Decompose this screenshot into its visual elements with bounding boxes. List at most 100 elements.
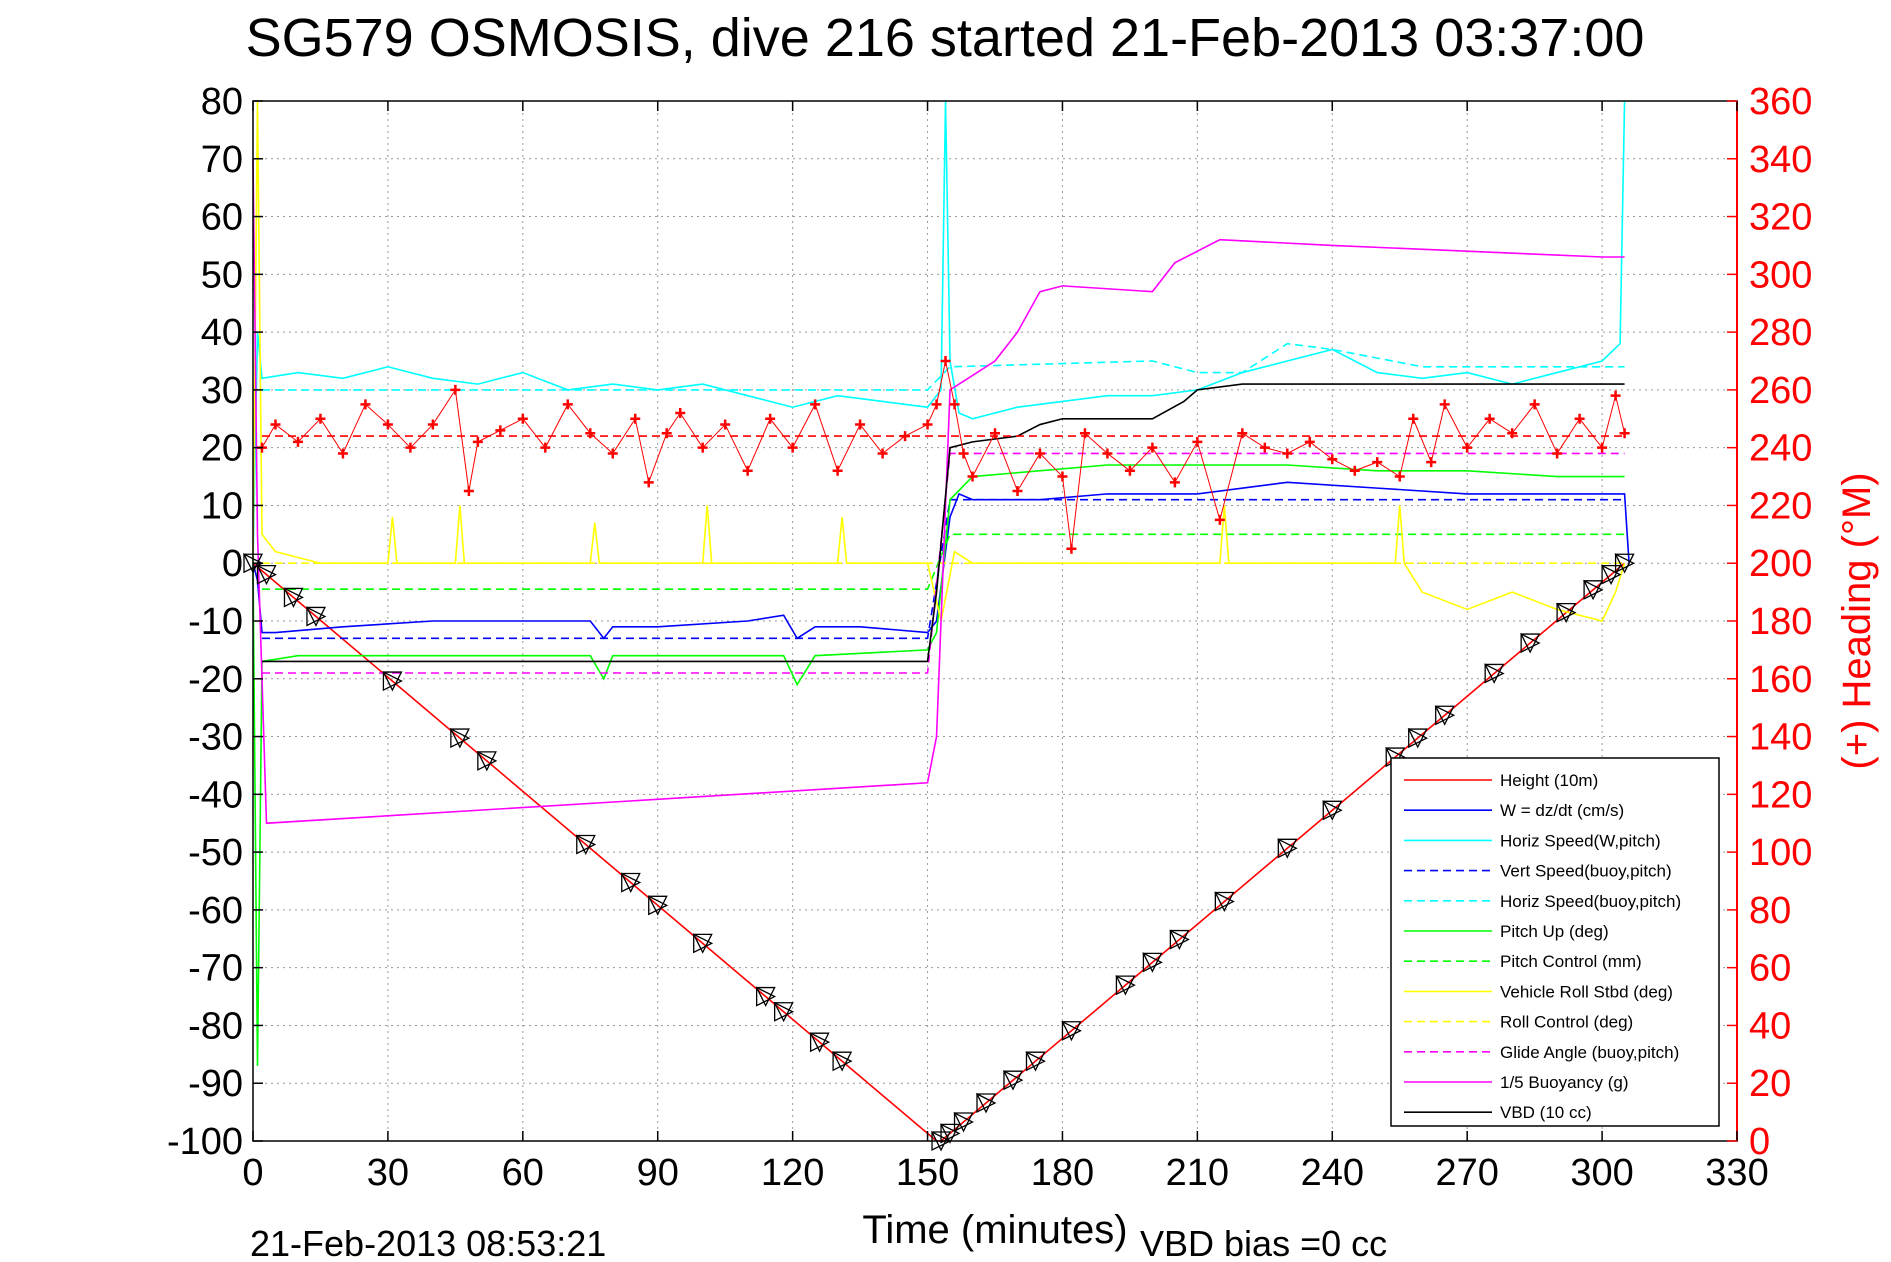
heading-point <box>931 399 942 410</box>
legend-label: Height (10m) <box>1500 771 1598 790</box>
legend-label: 1/5 Buoyancy (g) <box>1500 1073 1629 1092</box>
depth-marker <box>1408 728 1429 749</box>
right-tick-label: 360 <box>1749 81 1812 123</box>
depth-marker <box>953 1111 974 1133</box>
depth-marker <box>1583 580 1604 601</box>
depth-marker <box>621 872 642 893</box>
legend: Height (10m) W = dz/dt (cm/s) Horiz Speed(… <box>1390 757 1720 1127</box>
series-4-line <box>261 342 1625 391</box>
depth-marker <box>1484 663 1505 684</box>
heading-point <box>607 448 618 459</box>
depth-marker <box>283 587 304 608</box>
depth-marker <box>939 1123 961 1144</box>
depth-marker <box>449 728 470 749</box>
depth-marker <box>976 1092 997 1114</box>
series-1-line <box>252 481 1630 640</box>
heading-point <box>1259 442 1270 453</box>
heading-point <box>495 425 506 436</box>
heading-point <box>427 419 438 430</box>
depth-marker <box>940 1123 961 1144</box>
depth-marker <box>382 671 403 692</box>
heading-point <box>1394 471 1405 482</box>
x-axis-label: Time (minutes) <box>862 1208 1127 1252</box>
heading-point <box>940 356 951 366</box>
x-tick-label: 90 <box>637 1152 679 1194</box>
depth-marker <box>382 671 403 692</box>
x-tick-label: 270 <box>1435 1152 1498 1194</box>
depth-marker <box>283 587 304 608</box>
x-tick-label: 30 <box>367 1152 409 1194</box>
y-tick-label: -40 <box>188 774 243 816</box>
heading-point <box>855 419 866 430</box>
legend-label: Horiz Speed(buoy,pitch) <box>1500 892 1681 911</box>
right-tick-label: 180 <box>1749 601 1812 643</box>
depth-marker <box>620 872 641 893</box>
x-tick-label: 180 <box>1031 1152 1094 1194</box>
heading-point <box>742 465 753 476</box>
depth-marker <box>1407 728 1428 749</box>
depth-marker <box>256 564 277 586</box>
series-5-line <box>252 464 1625 1066</box>
heading-point <box>450 384 461 395</box>
right-axis-ticks: 3603403203002802602402202001801601401201… <box>1727 81 1812 1163</box>
depth-marker <box>1322 800 1343 821</box>
x-tick-label: 240 <box>1301 1152 1364 1194</box>
right-tick-label: 60 <box>1749 948 1791 990</box>
heading-point <box>922 419 933 430</box>
heading-point <box>949 399 960 410</box>
heading-point <box>1304 436 1315 447</box>
heading-point <box>1124 465 1135 476</box>
y-tick-label: -10 <box>188 601 243 643</box>
y-tick-label: 40 <box>201 312 243 354</box>
heading-point <box>1552 448 1563 459</box>
y-tick-label: 80 <box>201 81 243 123</box>
depth-marker <box>1025 1051 1046 1072</box>
y-tick-label: -20 <box>188 659 243 701</box>
heading-point <box>1102 448 1113 459</box>
heading-point <box>1282 448 1293 459</box>
legend-label: VBD (10 cc) <box>1500 1103 1592 1122</box>
y-tick-label: -70 <box>188 948 243 990</box>
heading-point <box>1426 457 1437 468</box>
depth-marker <box>576 834 597 855</box>
x-axis-ticks: 0 30 60 90 120 150 180 210 240 270 300 330 <box>242 101 1769 1194</box>
heading-point <box>1597 442 1608 453</box>
heading-point <box>472 436 483 447</box>
depth-marker <box>692 933 713 954</box>
heading-point <box>967 471 978 482</box>
y-tick-label: 50 <box>201 254 243 296</box>
heading-point <box>1012 486 1023 496</box>
heading-point <box>1057 471 1068 482</box>
depth-marker <box>1434 705 1455 726</box>
x-tick-label: 150 <box>896 1152 959 1194</box>
legend-label: Vehicle Roll Stbd (deg) <box>1500 982 1673 1001</box>
y-tick-label: 60 <box>201 197 243 239</box>
heading-point <box>463 486 474 496</box>
heading-point <box>877 448 888 459</box>
depth-marker <box>1614 553 1635 574</box>
heading-point <box>562 399 573 410</box>
legend-label: W = dz/dt (cm/s) <box>1500 801 1624 820</box>
heading-point <box>1372 457 1383 468</box>
right-tick-label: 280 <box>1749 312 1812 354</box>
depth-marker <box>809 1032 830 1053</box>
right-tick-label: 340 <box>1749 139 1812 181</box>
depth-marker <box>1484 663 1505 684</box>
depth-marker <box>1169 929 1190 950</box>
right-tick-label: 40 <box>1749 1005 1791 1047</box>
heading-point <box>337 448 348 459</box>
right-tick-label: 260 <box>1749 370 1812 412</box>
vbd-bias-label: VBD bias =0 cc <box>1140 1223 1387 1262</box>
heading-point <box>958 448 969 459</box>
right-tick-label: 300 <box>1749 254 1812 296</box>
timestamp-label: 21-Feb-2013 08:53:21 <box>250 1223 606 1262</box>
depth-marker <box>306 606 327 627</box>
x-tick-label: 330 <box>1705 1152 1768 1194</box>
depth-marker <box>575 834 596 855</box>
right-tick-label: 80 <box>1749 890 1791 932</box>
depth-marker <box>648 895 669 916</box>
heading-point <box>643 477 654 488</box>
depth-marker <box>305 606 327 627</box>
depth-marker <box>1520 632 1541 654</box>
